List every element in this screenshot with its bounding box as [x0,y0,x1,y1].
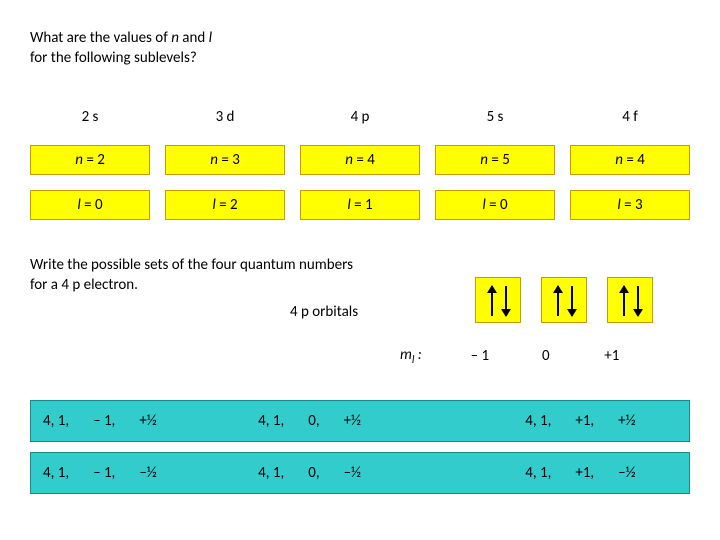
eq: = [621,196,635,214]
ml-label: ml : [400,346,422,366]
tok: +½ [139,412,157,430]
sublevel-label: 2 s [30,108,150,126]
quantum-set: 4, 1, 0, –½ [248,464,465,482]
sublevel-label: 4 f [570,108,690,126]
n-box: n = 5 [435,145,555,175]
arrow-up-icon [623,286,625,316]
eq: = [353,151,367,169]
l-box: l = 1 [300,190,420,220]
q1-l: l [209,29,212,47]
l-val: 2 [230,196,238,214]
quantum-set-row: 4, 1, – 1, +½ 4, 1, 0, +½ 4, 1, +1, +½ [30,400,690,442]
tok: 4, 1, [525,464,551,482]
eq: = [488,151,502,169]
q1-text-b: and [179,29,209,47]
tok: +½ [344,412,362,430]
n-box: n = 4 [570,145,690,175]
eq: = [351,196,365,214]
eq: = [623,151,637,169]
sublevel-label: 5 s [435,108,555,126]
q2-line2: for a 4 p electron. [30,276,138,294]
tok: +1, [575,412,594,430]
n-box: n = 4 [300,145,420,175]
tok: 4, 1, [43,412,69,430]
l-box: l = 0 [435,190,555,220]
arrow-down-icon [637,286,639,316]
l-row: l = 0 l = 2 l = 1 l = 0 l = 3 [30,190,690,220]
question-1: What are the values of n and l for the f… [30,28,212,69]
n-val: 2 [97,151,105,169]
eq: = [216,196,230,214]
tok: 4, 1, [258,412,284,430]
n-sym: n [480,151,488,169]
quantum-set: 4, 1, +1, –½ [465,464,689,482]
n-sym: n [210,151,218,169]
n-box: n = 3 [165,145,285,175]
n-val: 3 [232,151,240,169]
tok: 4, 1, [43,464,69,482]
ml-row: ml : – 1 0 +1 [400,346,645,366]
q1-line2: for the following sublevels? [30,49,197,67]
quantum-set: 4, 1, – 1, –½ [31,464,248,482]
ml-val: +1 [587,347,637,365]
tok: – 1, [93,464,115,482]
ml-sym: m [400,346,412,364]
l-val: 3 [635,196,643,214]
eq: = [81,196,95,214]
ml-val: 0 [521,347,571,365]
tok: – 1, [93,412,115,430]
quantum-set-row: 4, 1, – 1, –½ 4, 1, 0, –½ 4, 1, +1, –½ [30,452,690,494]
ml-colon: : [414,346,421,364]
tok: 0, [308,464,319,482]
q1-n: n [171,29,179,47]
l-val: 0 [95,196,103,214]
n-sym: n [345,151,353,169]
orbitals-label: 4 p orbitals [290,303,358,321]
sublevel-label: 3 d [165,108,285,126]
sublevel-label: 4 p [300,108,420,126]
tok: –½ [344,464,362,482]
n-row: n = 2 n = 3 n = 4 n = 5 n = 4 [30,145,690,175]
q2-line1: Write the possible sets of the four quan… [30,256,353,274]
n-sym: n [75,151,83,169]
eq: = [218,151,232,169]
tok: +1, [575,464,594,482]
l-box: l = 3 [570,190,690,220]
n-val: 5 [502,151,510,169]
quantum-set: 4, 1, 0, +½ [248,412,465,430]
eq: = [83,151,97,169]
l-box: l = 2 [165,190,285,220]
tok: 4, 1, [525,412,551,430]
q1-text-a: What are the values of [30,29,171,47]
tok: +½ [618,412,636,430]
question-2: Write the possible sets of the four quan… [30,255,353,296]
orbital-boxes [475,277,653,323]
tok: –½ [618,464,636,482]
arrow-down-icon [505,286,507,316]
tok: 4, 1, [258,464,284,482]
l-box: l = 0 [30,190,150,220]
orbital-box [607,277,653,323]
tok: –½ [139,464,157,482]
n-val: 4 [367,151,375,169]
sublevel-labels-row: 2 s 3 d 4 p 5 s 4 f [30,102,690,132]
n-box: n = 2 [30,145,150,175]
eq: = [486,196,500,214]
tok: 0, [308,412,319,430]
n-sym: n [615,151,623,169]
n-val: 4 [637,151,645,169]
orbital-box [541,277,587,323]
l-val: 1 [365,196,373,214]
arrow-down-icon [571,286,573,316]
orbital-box [475,277,521,323]
arrow-up-icon [557,286,559,316]
l-val: 0 [500,196,508,214]
arrow-up-icon [491,286,493,316]
quantum-set: 4, 1, +1, +½ [465,412,689,430]
quantum-set: 4, 1, – 1, +½ [31,412,248,430]
ml-val: – 1 [455,347,505,365]
